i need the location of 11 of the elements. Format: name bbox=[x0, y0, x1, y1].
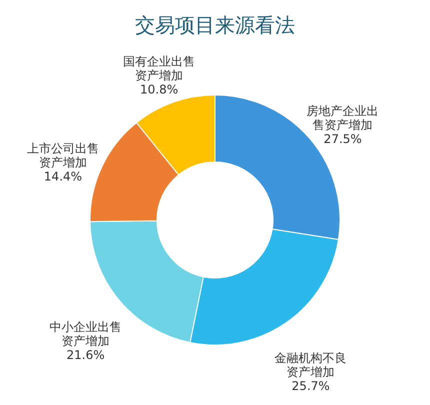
slice-label: 国有企业出售资产增加 bbox=[123, 54, 196, 83]
data-label: 27.5% bbox=[324, 132, 362, 146]
data-label: 25.7% bbox=[292, 379, 330, 394]
slice-label: 中小企业出售资产增加 bbox=[50, 320, 122, 348]
chart-title: 交易项目来源看法 bbox=[135, 13, 295, 37]
slice-label: 房地产企业出售资产增加 bbox=[306, 104, 379, 132]
data-label: 10.8% bbox=[140, 82, 178, 97]
data-label: 14.4% bbox=[44, 169, 82, 184]
data-label: 21.6% bbox=[66, 348, 105, 362]
slice-label: 上市公司出售资产增加 bbox=[26, 141, 99, 170]
slice-label: 金融机构不良资产增加 bbox=[274, 351, 347, 380]
